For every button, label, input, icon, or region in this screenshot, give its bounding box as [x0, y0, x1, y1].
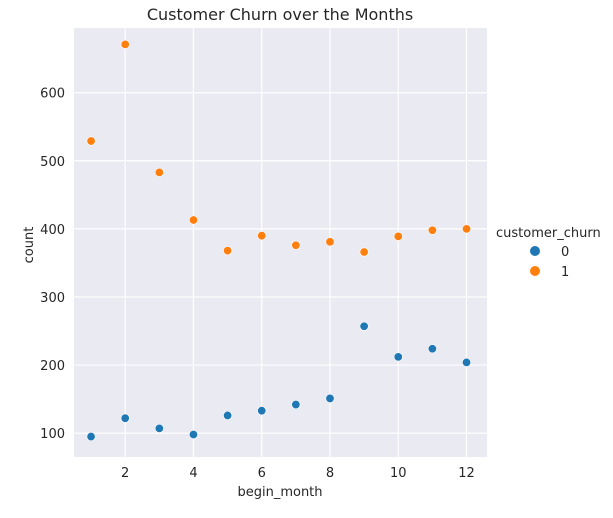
x-tick-label: 12: [458, 466, 475, 481]
data-point-series-0: [188, 430, 198, 440]
data-point-series-0: [120, 413, 130, 423]
y-tick-label: 100: [40, 427, 65, 442]
data-point-series-0: [257, 406, 267, 416]
y-tick-label: 300: [40, 291, 65, 306]
data-point-series-1: [462, 224, 472, 234]
chart-title: Customer Churn over the Months: [147, 5, 413, 24]
data-point-series-0: [393, 352, 403, 362]
data-point-series-1: [359, 247, 369, 257]
x-tick-label: 8: [326, 466, 334, 481]
x-tick-label: 2: [121, 466, 129, 481]
data-point-series-0: [359, 321, 369, 331]
legend-marker-0: [530, 246, 540, 256]
legend-marker-1: [530, 266, 540, 276]
x-tick-label: 10: [390, 466, 407, 481]
x-tick-label: 6: [258, 466, 266, 481]
data-point-series-1: [120, 39, 130, 49]
data-point-series-1: [427, 225, 437, 235]
data-point-series-0: [291, 400, 301, 410]
y-axis-label: count: [22, 227, 37, 264]
x-axis-label: begin_month: [237, 485, 322, 500]
data-point-series-0: [462, 357, 472, 367]
y-tick-label: 200: [40, 359, 65, 374]
data-point-series-0: [86, 432, 96, 442]
data-point-series-0: [154, 423, 164, 433]
data-point-series-0: [325, 393, 335, 403]
data-point-series-1: [257, 231, 267, 241]
data-point-series-1: [188, 215, 198, 225]
legend: customer_churn 0 1: [496, 226, 601, 280]
y-tick-label: 600: [40, 87, 65, 102]
data-point-series-0: [223, 410, 233, 420]
data-point-series-1: [325, 237, 335, 247]
x-tick-label: 4: [189, 466, 197, 481]
data-point-series-1: [393, 231, 403, 241]
legend-label-0: 0: [561, 245, 569, 260]
data-point-series-0: [427, 344, 437, 354]
data-point-series-1: [291, 240, 301, 250]
legend-label-1: 1: [561, 265, 569, 280]
data-point-series-1: [86, 136, 96, 146]
plot-background: [74, 28, 487, 457]
y-tick-label: 500: [40, 155, 65, 170]
legend-title: customer_churn: [496, 226, 601, 241]
grid: [74, 28, 487, 457]
y-tick-label: 400: [40, 223, 65, 238]
data-points: [86, 39, 472, 442]
y-tick-labels: 100 200 300 400 500 600: [40, 87, 65, 442]
data-point-series-1: [223, 246, 233, 256]
x-tick-labels: 2 4 6 8 10 12: [121, 466, 475, 481]
data-point-series-1: [154, 167, 164, 177]
